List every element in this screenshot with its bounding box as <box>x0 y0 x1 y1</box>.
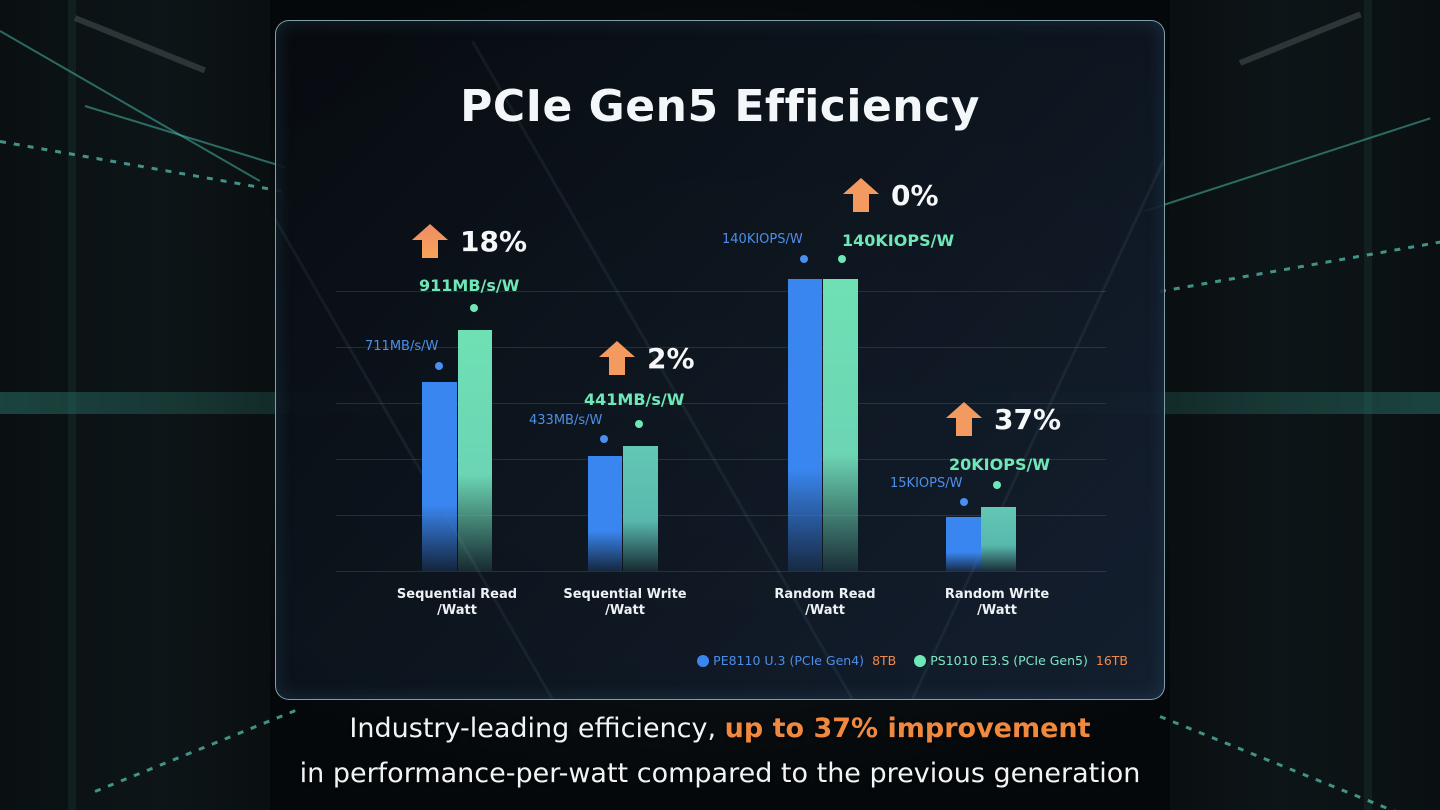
legend-label: PS1010 E3.S (PCIe Gen5) <box>930 653 1088 668</box>
gen5-marker-dot <box>838 255 846 263</box>
gridline <box>336 459 1106 460</box>
up-arrow-icon <box>946 402 982 436</box>
gen5-marker-dot <box>993 481 1001 489</box>
gen5-value-label: 20KIOPS/W <box>949 455 1050 474</box>
improvement-value: 2% <box>647 341 695 375</box>
category-label: Random Write /Watt <box>944 587 1050 618</box>
up-arrow-icon <box>843 178 879 212</box>
gen4-marker-dot <box>800 255 808 263</box>
gridline <box>336 515 1106 516</box>
category-label: Sequential Write /Watt <box>563 587 687 618</box>
improvement-badge: 2% <box>599 341 695 375</box>
gen5-marker-dot <box>635 420 643 428</box>
gen4-value-label: 15KIOPS/W <box>890 476 963 491</box>
caption-line-1: Industry-leading efficiency, up to 37% i… <box>349 713 1091 744</box>
legend-label: PE8110 U.3 (PCIe Gen4) <box>713 653 865 668</box>
improvement-badge: 0% <box>843 178 939 212</box>
gen4-marker-dot <box>600 435 608 443</box>
bar-gen5 <box>823 279 858 571</box>
bar-gen5 <box>981 507 1016 571</box>
improvement-badge: 37% <box>946 402 1061 436</box>
gridline <box>336 291 1106 292</box>
caption-line-2: in performance-per-watt compared to the … <box>299 758 1141 789</box>
gen5-value-label: 441MB/s/W <box>584 390 685 409</box>
up-arrow-icon <box>412 224 448 258</box>
category-label: Sequential Read /Watt <box>396 587 518 618</box>
legend-capacity: 8TB <box>872 653 897 668</box>
gen5-value-label: 911MB/s/W <box>419 276 520 295</box>
chart-legend: PE8110 U.3 (PCIe Gen4) 8TB PS1010 E3.S (… <box>697 653 1128 668</box>
improvement-value: 0% <box>891 178 939 212</box>
bar-gen5 <box>458 330 492 571</box>
bar-gen4 <box>422 382 457 571</box>
gen4-marker-dot <box>435 362 443 370</box>
bar-gen4 <box>946 517 981 571</box>
improvement-value: 37% <box>994 402 1062 436</box>
gen4-value-label: 140KIOPS/W <box>722 232 803 247</box>
improvement-badge: 18% <box>412 224 527 258</box>
caption-highlight: up to 37% improvement <box>724 713 1091 744</box>
subtitle-caption: Industry-leading efficiency, up to 37% i… <box>0 706 1440 796</box>
up-arrow-icon <box>599 341 635 375</box>
gridline <box>336 347 1106 348</box>
category-label: Random Read /Watt <box>774 587 876 618</box>
improvement-value: 18% <box>460 224 528 258</box>
legend-capacity: 16TB <box>1095 653 1128 668</box>
gridline <box>336 571 1106 572</box>
gen4-value-label: 433MB/s/W <box>529 413 603 428</box>
gen5-marker-dot <box>470 304 478 312</box>
legend-item-gen4: PE8110 U.3 (PCIe Gen4) 8TB <box>697 653 896 668</box>
legend-swatch-green <box>914 654 927 667</box>
gen4-marker-dot <box>960 498 968 506</box>
bar-gen4 <box>588 456 622 571</box>
legend-item-gen5: PS1010 E3.S (PCIe Gen5) 16TB <box>914 653 1128 668</box>
bar-gen5 <box>623 446 658 571</box>
gen5-value-label: 140KIOPS/W <box>842 231 955 250</box>
gen4-value-label: 711MB/s/W <box>365 339 439 354</box>
gridline <box>336 403 1106 404</box>
chart-title: PCIe Gen5 Efficiency <box>460 81 980 132</box>
legend-swatch-blue <box>697 654 710 667</box>
bar-gen4 <box>788 279 822 571</box>
chart-panel: PCIe Gen5 Efficiency 18% 911MB/s/W 711MB… <box>275 20 1165 700</box>
